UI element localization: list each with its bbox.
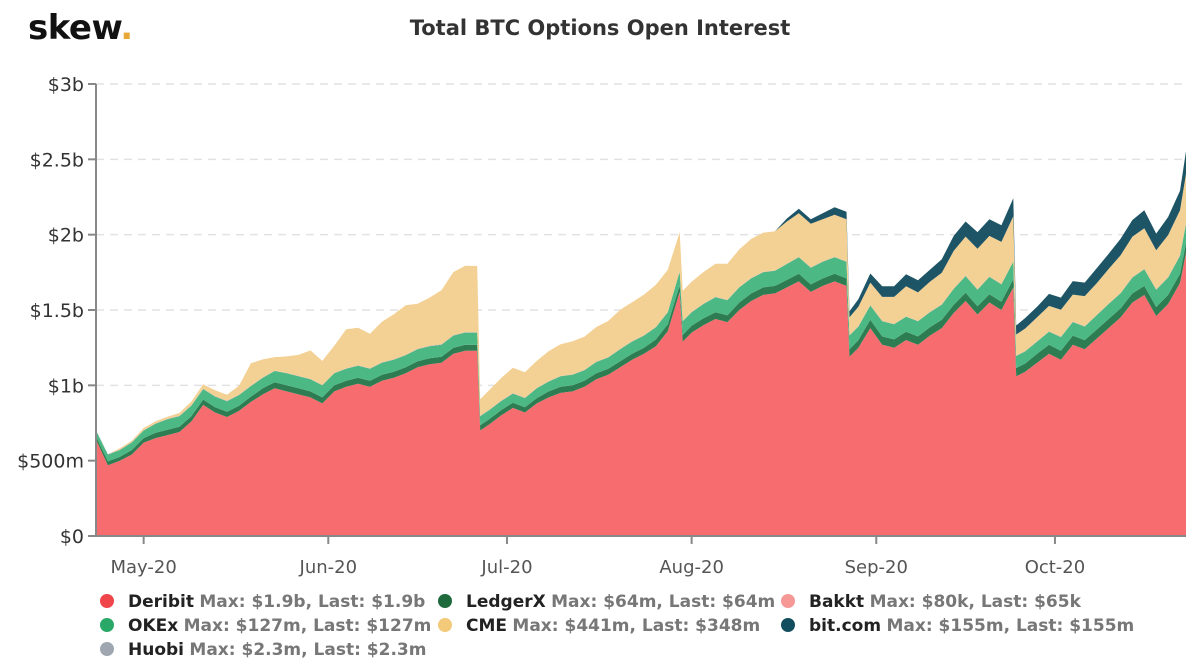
x-tick-label: Jun-20 (299, 557, 358, 578)
legend-stats: Max: $80k, Last: $65k (869, 592, 1081, 612)
skew-logo: skew. (28, 8, 133, 48)
y-tick-label: $0 (60, 526, 84, 548)
chart-area: $0 $500m $1b $1.5b $2b $2.5b $3b May-20 Jun-20 J… (17, 74, 1186, 578)
y-tick-label: $1b (48, 375, 84, 397)
legend-item-deribit[interactable]: Deribit Max: $1.9b, Last: $1.9b (100, 590, 425, 614)
x-tick-label: Aug-20 (659, 557, 724, 578)
legend-name: OKEx (128, 616, 179, 636)
area-ledgerx (96, 243, 1186, 466)
logo-dot: . (120, 8, 133, 48)
stacked-areas (96, 151, 1186, 536)
logo-text: skew (28, 8, 121, 48)
area-deribit (96, 252, 1186, 536)
legend-name: Huobi (128, 640, 185, 660)
legend-item-bitcom[interactable]: bit.com Max: $155m, Last: $155m (781, 614, 1134, 638)
x-tick-label: Sep-20 (845, 557, 908, 578)
legend-item-okex[interactable]: OKEx Max: $127m, Last: $127m (100, 614, 431, 638)
y-tick-label: $1.5b (30, 300, 84, 322)
legend-name: CME (466, 616, 508, 636)
y-tick-label: $2.5b (30, 149, 84, 171)
x-tick-label: May-20 (111, 557, 177, 578)
legend-item-ledgerx[interactable]: LedgerX Max: $64m, Last: $64m (438, 590, 775, 614)
legend-name: Bakkt (809, 592, 865, 612)
legend-stats: Max: $64m, Last: $64m (551, 592, 776, 612)
legend-dot-huobi (100, 642, 114, 656)
x-tick-label: Jul-20 (480, 557, 532, 578)
y-tick-label: $3b (48, 74, 84, 96)
x-axis-ticks: May-20 Jun-20 Jul-20 Aug-20 Sep-20 Oct-20 (111, 536, 1086, 578)
area-cme (96, 173, 1186, 455)
legend-name: Deribit (128, 592, 194, 612)
legend-dot-okex (100, 618, 114, 632)
legend-name: LedgerX (466, 592, 546, 612)
legend-name: bit.com (809, 616, 882, 636)
legend-stats: Max: $2.3m, Last: $2.3m (189, 640, 427, 660)
legend-dot-ledgerx (438, 594, 452, 608)
legend-stats: Max: $127m, Last: $127m (183, 616, 432, 636)
legend-stats: Max: $155m, Last: $155m (886, 616, 1135, 636)
x-tick-label: Oct-20 (1025, 557, 1086, 578)
legend-stats: Max: $1.9b, Last: $1.9b (199, 592, 426, 612)
legend-dot-deribit (100, 594, 114, 608)
y-axis-ticks: $0 $500m $1b $1.5b $2b $2.5b $3b (17, 74, 96, 548)
legend-stats: Max: $441m, Last: $348m (512, 616, 761, 636)
legend-item-bakkt[interactable]: Bakkt Max: $80k, Last: $65k (781, 590, 1081, 614)
y-tick-label: $500m (17, 451, 84, 473)
legend-dot-bitcom (781, 618, 795, 632)
legend-item-huobi[interactable]: Huobi Max: $2.3m, Last: $2.3m (100, 638, 426, 662)
chart-title: Total BTC Options Open Interest (409, 16, 791, 40)
y-tick-label: $2b (48, 225, 84, 247)
legend-dot-bakkt (781, 594, 795, 608)
legend-dot-cme (438, 618, 452, 632)
legend-item-cme[interactable]: CME Max: $441m, Last: $348m (438, 614, 760, 638)
area-okex (96, 224, 1186, 462)
